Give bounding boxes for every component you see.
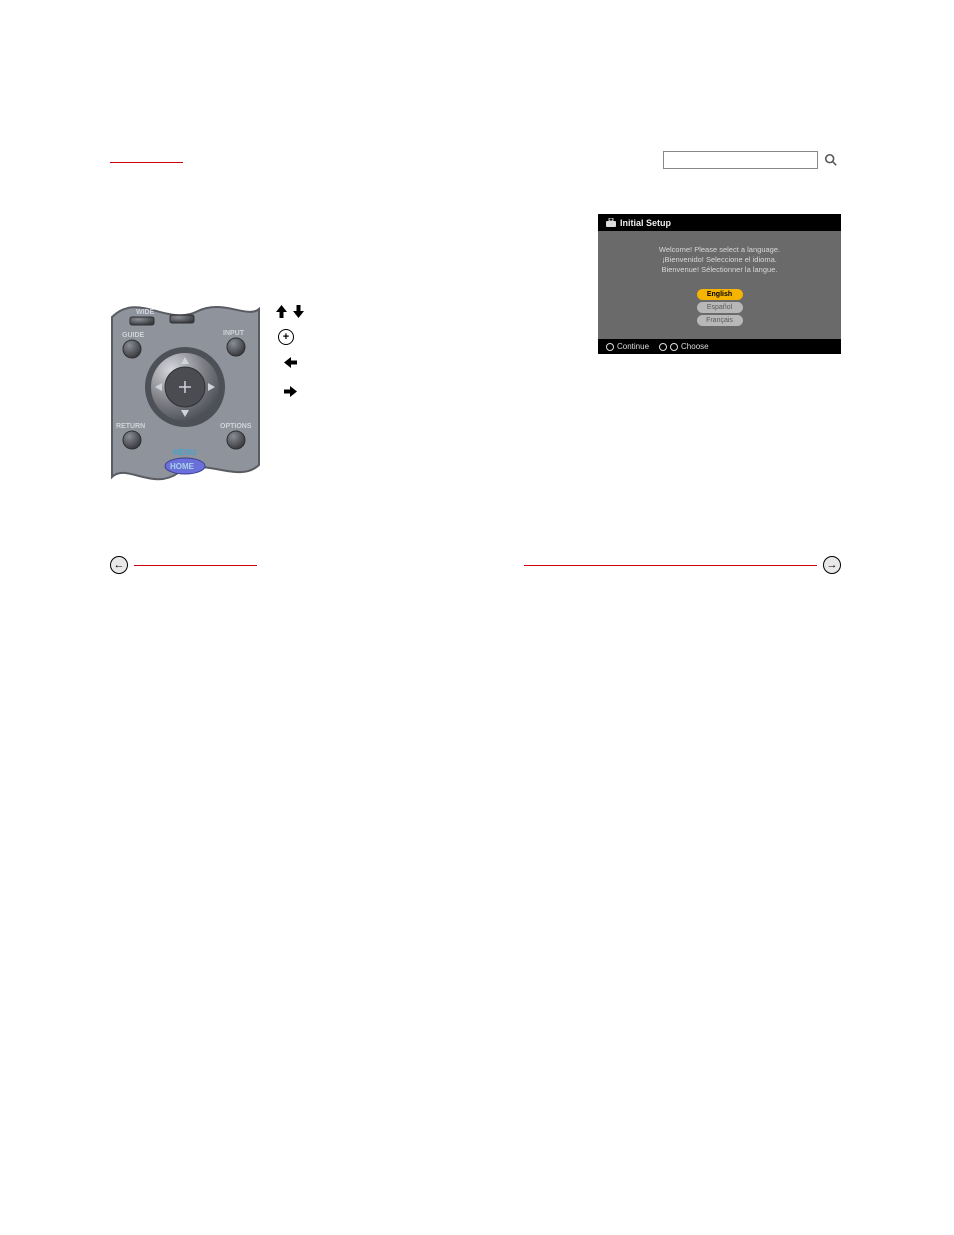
search-input[interactable] — [663, 151, 818, 169]
arrow-down-icon — [293, 300, 304, 323]
next-page-nav[interactable]: → — [524, 556, 841, 574]
remote-label-input: INPUT — [223, 330, 245, 337]
tv-footer-continue: Continue — [617, 342, 649, 351]
footer-ring-icon — [670, 343, 678, 351]
arrow-right-icon — [278, 380, 302, 403]
tv-welcome-text: Welcome! Please select a language. ¡Bien… — [659, 245, 780, 275]
toolbox-icon — [606, 218, 616, 227]
remote-svg: WIDE GUIDE INPUT RETURN OPTIONS MENU HOM… — [108, 297, 263, 487]
search-box — [663, 149, 842, 170]
tv-initial-setup-screenshot: Initial Setup Welcome! Please select a l… — [598, 214, 841, 354]
nav-red-rule — [524, 565, 817, 566]
arrow-left-icon — [278, 351, 302, 374]
language-option: Español — [697, 302, 743, 313]
remote-label-return: RETURN — [116, 423, 145, 430]
remote-label-options: OPTIONS — [220, 423, 252, 430]
tv-header-title: Initial Setup — [620, 218, 671, 228]
tv-footer: Continue Choose — [598, 339, 841, 354]
arrow-up-icon — [276, 300, 287, 323]
remote-label-menu: MENU — [173, 448, 197, 457]
center-button-icon: + — [278, 329, 294, 345]
footer-ring-icon — [606, 343, 614, 351]
remote-label-guide: GUIDE — [122, 332, 145, 339]
top-red-rule — [110, 162, 183, 163]
arrow-key-list: + — [278, 300, 302, 403]
remote-label-home: HOME — [170, 462, 195, 471]
tv-welcome-line: ¡Bienvenido! Seleccione el idioma. — [659, 255, 780, 265]
prev-page-nav[interactable]: ← — [110, 556, 257, 574]
language-option: Français — [697, 315, 743, 326]
tv-footer-choose: Choose — [681, 342, 709, 351]
arrow-right-circle-icon: → — [823, 556, 841, 574]
tv-header: Initial Setup — [598, 214, 841, 231]
remote-illustration: WIDE GUIDE INPUT RETURN OPTIONS MENU HOM… — [108, 297, 263, 487]
tv-welcome-line: Welcome! Please select a language. — [659, 245, 780, 255]
remote-label-wide: WIDE — [136, 309, 155, 316]
arrow-left-circle-icon: ← — [110, 556, 128, 574]
language-option: English — [697, 289, 743, 300]
search-icon[interactable] — [822, 151, 840, 169]
tv-body: Welcome! Please select a language. ¡Bien… — [598, 231, 841, 339]
nav-red-rule — [134, 565, 257, 566]
footer-ring-icon — [659, 343, 667, 351]
tv-welcome-line: Bienvenue! Sélectionner la langue. — [659, 265, 780, 275]
